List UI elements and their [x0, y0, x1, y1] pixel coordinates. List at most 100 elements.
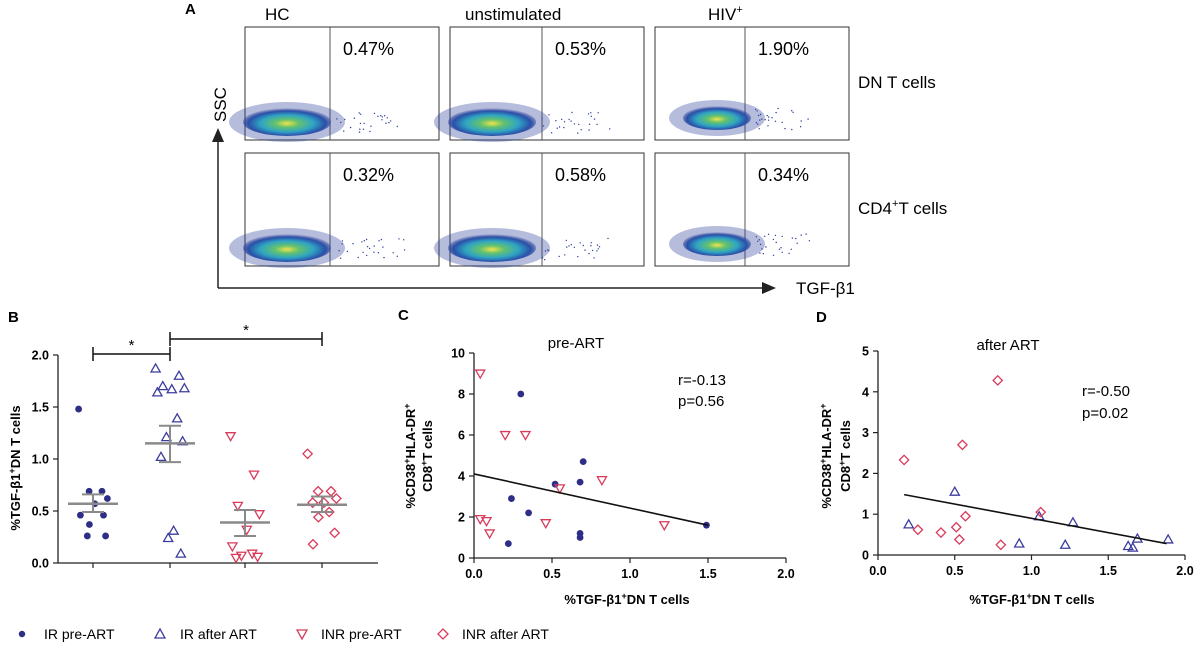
flow-event	[363, 122, 365, 125]
chart-d-y-tick-label: 1	[862, 508, 869, 522]
flow-event	[339, 257, 342, 259]
panel-d: D after ART %CD38+HLA-DR+ CD8+T cells %T…	[816, 309, 1194, 607]
chart-d-x-tick-label: 0.5	[946, 564, 963, 578]
flow-percent-label: 0.32%	[343, 165, 394, 185]
flow-event	[565, 239, 567, 242]
chart-b-point	[151, 386, 164, 397]
chart-c-point	[554, 484, 566, 495]
flow-event	[593, 257, 595, 259]
ssc-axis-arrowhead	[212, 128, 224, 142]
flow-event	[761, 248, 763, 250]
chart-c-point	[540, 519, 552, 530]
flow-density-blob	[448, 234, 536, 262]
chart-c-stat-r: r=-0.13	[678, 372, 726, 389]
flow-event	[590, 242, 592, 244]
chart-b-point	[166, 383, 178, 394]
flow-event	[570, 244, 572, 246]
flow-event	[343, 130, 345, 132]
flow-event	[381, 119, 383, 121]
chart-d-point	[1122, 540, 1134, 551]
flow-percent-label: 1.90%	[758, 39, 809, 59]
chart-c-point	[596, 475, 608, 487]
chart-d-title: after ART	[976, 337, 1039, 354]
chart-c-point	[483, 529, 496, 540]
flow-event	[588, 252, 590, 255]
chart-c-point	[508, 495, 515, 502]
chart-b-point	[155, 451, 167, 462]
flow-event	[396, 125, 398, 128]
chart-b-point	[248, 470, 260, 481]
chart-d-x-tick-label: 0.0	[869, 564, 886, 578]
flow-event	[566, 246, 568, 248]
chart-d-y-tick-label: 0	[862, 549, 869, 563]
chart-b-point	[230, 553, 242, 564]
chart-b-y-tick-label: 0.0	[32, 557, 49, 571]
flow-event	[591, 249, 594, 252]
chart-c-y-tick-label: 10	[451, 347, 465, 361]
flow-event	[774, 234, 777, 237]
flow-event	[759, 243, 762, 246]
flow-event	[563, 121, 566, 123]
flow-event	[352, 243, 354, 245]
flow-event	[357, 256, 359, 259]
flow-event	[598, 246, 601, 248]
flow-event	[757, 240, 759, 242]
flow-event	[590, 115, 592, 118]
flow-event	[544, 259, 546, 261]
flow-event	[541, 257, 544, 259]
chart-b-point	[323, 506, 335, 518]
flow-event	[590, 245, 592, 247]
chart-d-y-tick-label: 5	[862, 345, 869, 359]
chart-c-point	[525, 509, 532, 517]
flow-event	[388, 121, 390, 124]
flow-event	[544, 250, 547, 252]
flow-event	[582, 244, 584, 247]
chart-d-point	[1035, 506, 1047, 518]
flow-event	[757, 114, 760, 117]
chart-b-point	[302, 448, 314, 460]
flow-event	[362, 251, 364, 253]
flow-event	[556, 127, 558, 129]
flow-event	[579, 242, 581, 244]
chart-b-point	[325, 485, 337, 497]
chart-d-x-tick-label: 1.0	[1023, 564, 1040, 578]
flow-event	[389, 120, 392, 122]
chart-d-xlabel: %TGF-β1+DN T cells	[969, 591, 1094, 607]
flow-event	[805, 233, 807, 235]
flow-density-blob	[683, 106, 751, 130]
flow-event	[784, 127, 786, 130]
flow-event	[799, 126, 802, 128]
chart-d-y-tick-label: 4	[862, 385, 869, 399]
legend-marker-tri-down	[295, 629, 309, 641]
flow-event	[758, 128, 760, 130]
chart-b-plot: 0.0 0.5 1.0 1.5 2.0 * *	[32, 322, 378, 571]
flow-event	[403, 239, 405, 241]
chart-d-point	[912, 524, 924, 536]
flow-event	[577, 132, 579, 134]
panel-a: A HC unstimulated HIV+ 0.47% 0.53% 1.90%0.…	[185, 1, 947, 298]
flow-event	[541, 117, 543, 120]
flow-plot: 1.90%	[654, 26, 850, 141]
flow-event	[597, 248, 599, 250]
chart-c-title: pre-ART	[548, 335, 604, 352]
flow-event	[764, 119, 766, 121]
tgf-axis-label: TGF-β1	[796, 279, 855, 298]
chart-b-point	[329, 527, 341, 539]
flow-event	[377, 115, 379, 118]
chart-b-point	[157, 380, 169, 391]
chart-d-point	[959, 510, 972, 522]
flow-event	[756, 110, 758, 112]
flow-event	[368, 247, 371, 250]
flow-density-blob	[243, 108, 331, 136]
flow-event	[808, 240, 811, 242]
chart-b-ylabel: %TGF-β1+DN T cells	[7, 405, 23, 530]
flow-event	[781, 235, 783, 238]
chart-b-point	[77, 511, 84, 519]
chart-b-sig-star: *	[243, 322, 249, 339]
chart-b-point	[104, 495, 111, 502]
chart-c-point	[576, 478, 584, 486]
flow-percent-label: 0.58%	[555, 165, 606, 185]
flow-event	[373, 251, 375, 253]
chart-d-x-tick-label: 1.5	[1100, 564, 1117, 578]
chart-b-point	[98, 487, 106, 495]
